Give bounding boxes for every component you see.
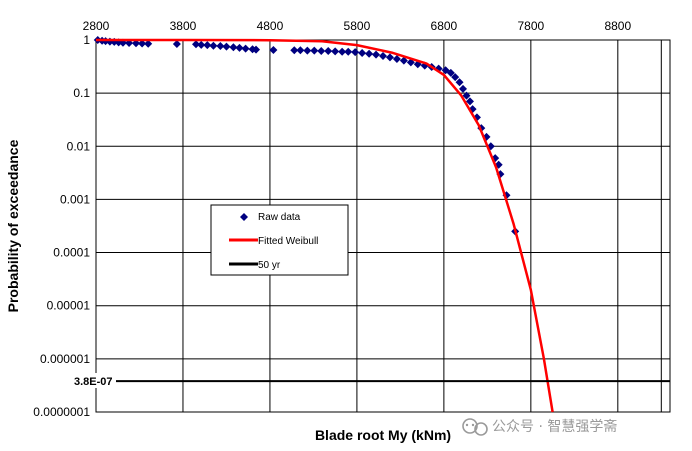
x-tick-labels: 2800 3800 4800 5800 6800 7800 8800: [83, 19, 632, 33]
raw-data-point: [455, 78, 464, 87]
raw-data-point: [317, 47, 326, 56]
y-tick-label: 0.0001: [53, 246, 90, 260]
y-tick-label: 0.0000001: [33, 405, 90, 419]
y-tick-label: 0.01: [67, 139, 91, 153]
plot-area-frame: [95, 39, 671, 413]
legend-label-50yr: 50 yr: [258, 260, 281, 271]
legend-label-fitted-weibull: Fitted Weibull: [258, 236, 318, 247]
y-tick-label: 0.00001: [47, 299, 91, 313]
raw-data-point: [385, 53, 394, 62]
x-tick-label: 5800: [344, 19, 371, 33]
raw-data-point: [331, 47, 340, 56]
x-tick-label: 6800: [431, 19, 458, 33]
legend: Raw data Fitted Weibull 50 yr: [210, 204, 349, 276]
y-tick-label: 0.001: [60, 192, 90, 206]
raw-data-point: [351, 48, 360, 57]
y-tick-label: 0.1: [73, 86, 90, 100]
x-tick-label: 2800: [83, 19, 110, 33]
raw-data-point: [203, 41, 212, 50]
x-tick-label: 4800: [257, 19, 284, 33]
y-tick-labels: 1 0.1 0.01 0.001 0.0001 0.00001 0.000001 0.0000…: [33, 33, 90, 419]
raw-data-point: [338, 47, 347, 56]
x-tick-label: 8800: [604, 19, 631, 33]
y-tick-label: 1: [83, 33, 90, 47]
raw-data-point: [451, 73, 460, 82]
raw-data-point: [296, 46, 305, 55]
raw-data-point: [379, 51, 387, 60]
raw-data-point: [358, 48, 367, 57]
raw-data-point: [197, 40, 206, 49]
raw-data-point: [144, 39, 153, 48]
raw-data-point: [462, 91, 471, 100]
raw-data-point: [303, 46, 312, 55]
legend-label-raw-data: Raw data: [258, 212, 301, 223]
raw-data-point: [459, 84, 468, 93]
x-tick-label: 3800: [170, 19, 197, 33]
raw-data-point: [209, 41, 218, 50]
legend-marker-raw-data: [240, 213, 248, 221]
raw-data-point: [372, 50, 381, 59]
raw-data-point: [192, 40, 201, 49]
raw-data-point: [222, 42, 231, 51]
raw-data-point: [138, 39, 147, 48]
watermark-text: 公众号 · 智慧强学斋: [492, 418, 617, 435]
raw-data-point: [241, 44, 250, 53]
raw-data-point: [392, 54, 401, 63]
y-tick-label: 0.000001: [40, 352, 90, 366]
raw-data-point: [229, 43, 238, 52]
raw-data-point: [269, 45, 278, 54]
raw-data-point: [310, 46, 319, 55]
wechat-official-account-icon: [462, 418, 488, 436]
raw-data-point: [252, 45, 261, 54]
ref-line-label: 3.8E-07: [74, 376, 113, 388]
raw-data-point: [465, 97, 474, 106]
raw-data-point: [446, 68, 455, 77]
raw-data-point: [365, 49, 374, 58]
raw-data-point: [399, 56, 408, 65]
series-fitted-weibull-line: [96, 38, 554, 413]
raw-data-point: [344, 47, 353, 56]
x-axis-title: Blade root My (kNm): [315, 427, 451, 443]
y-axis-title: Probability of exceedance: [5, 139, 21, 312]
raw-data-point: [290, 46, 299, 55]
raw-data-point: [235, 43, 244, 52]
ref-label-background: [70, 373, 116, 388]
x-tick-label: 7800: [517, 19, 544, 33]
raw-data-point: [216, 42, 225, 51]
watermark: 公众号 · 智慧强学斋: [462, 418, 617, 436]
raw-data-point: [324, 47, 333, 56]
raw-data-point: [172, 40, 181, 49]
series: [93, 36, 670, 413]
